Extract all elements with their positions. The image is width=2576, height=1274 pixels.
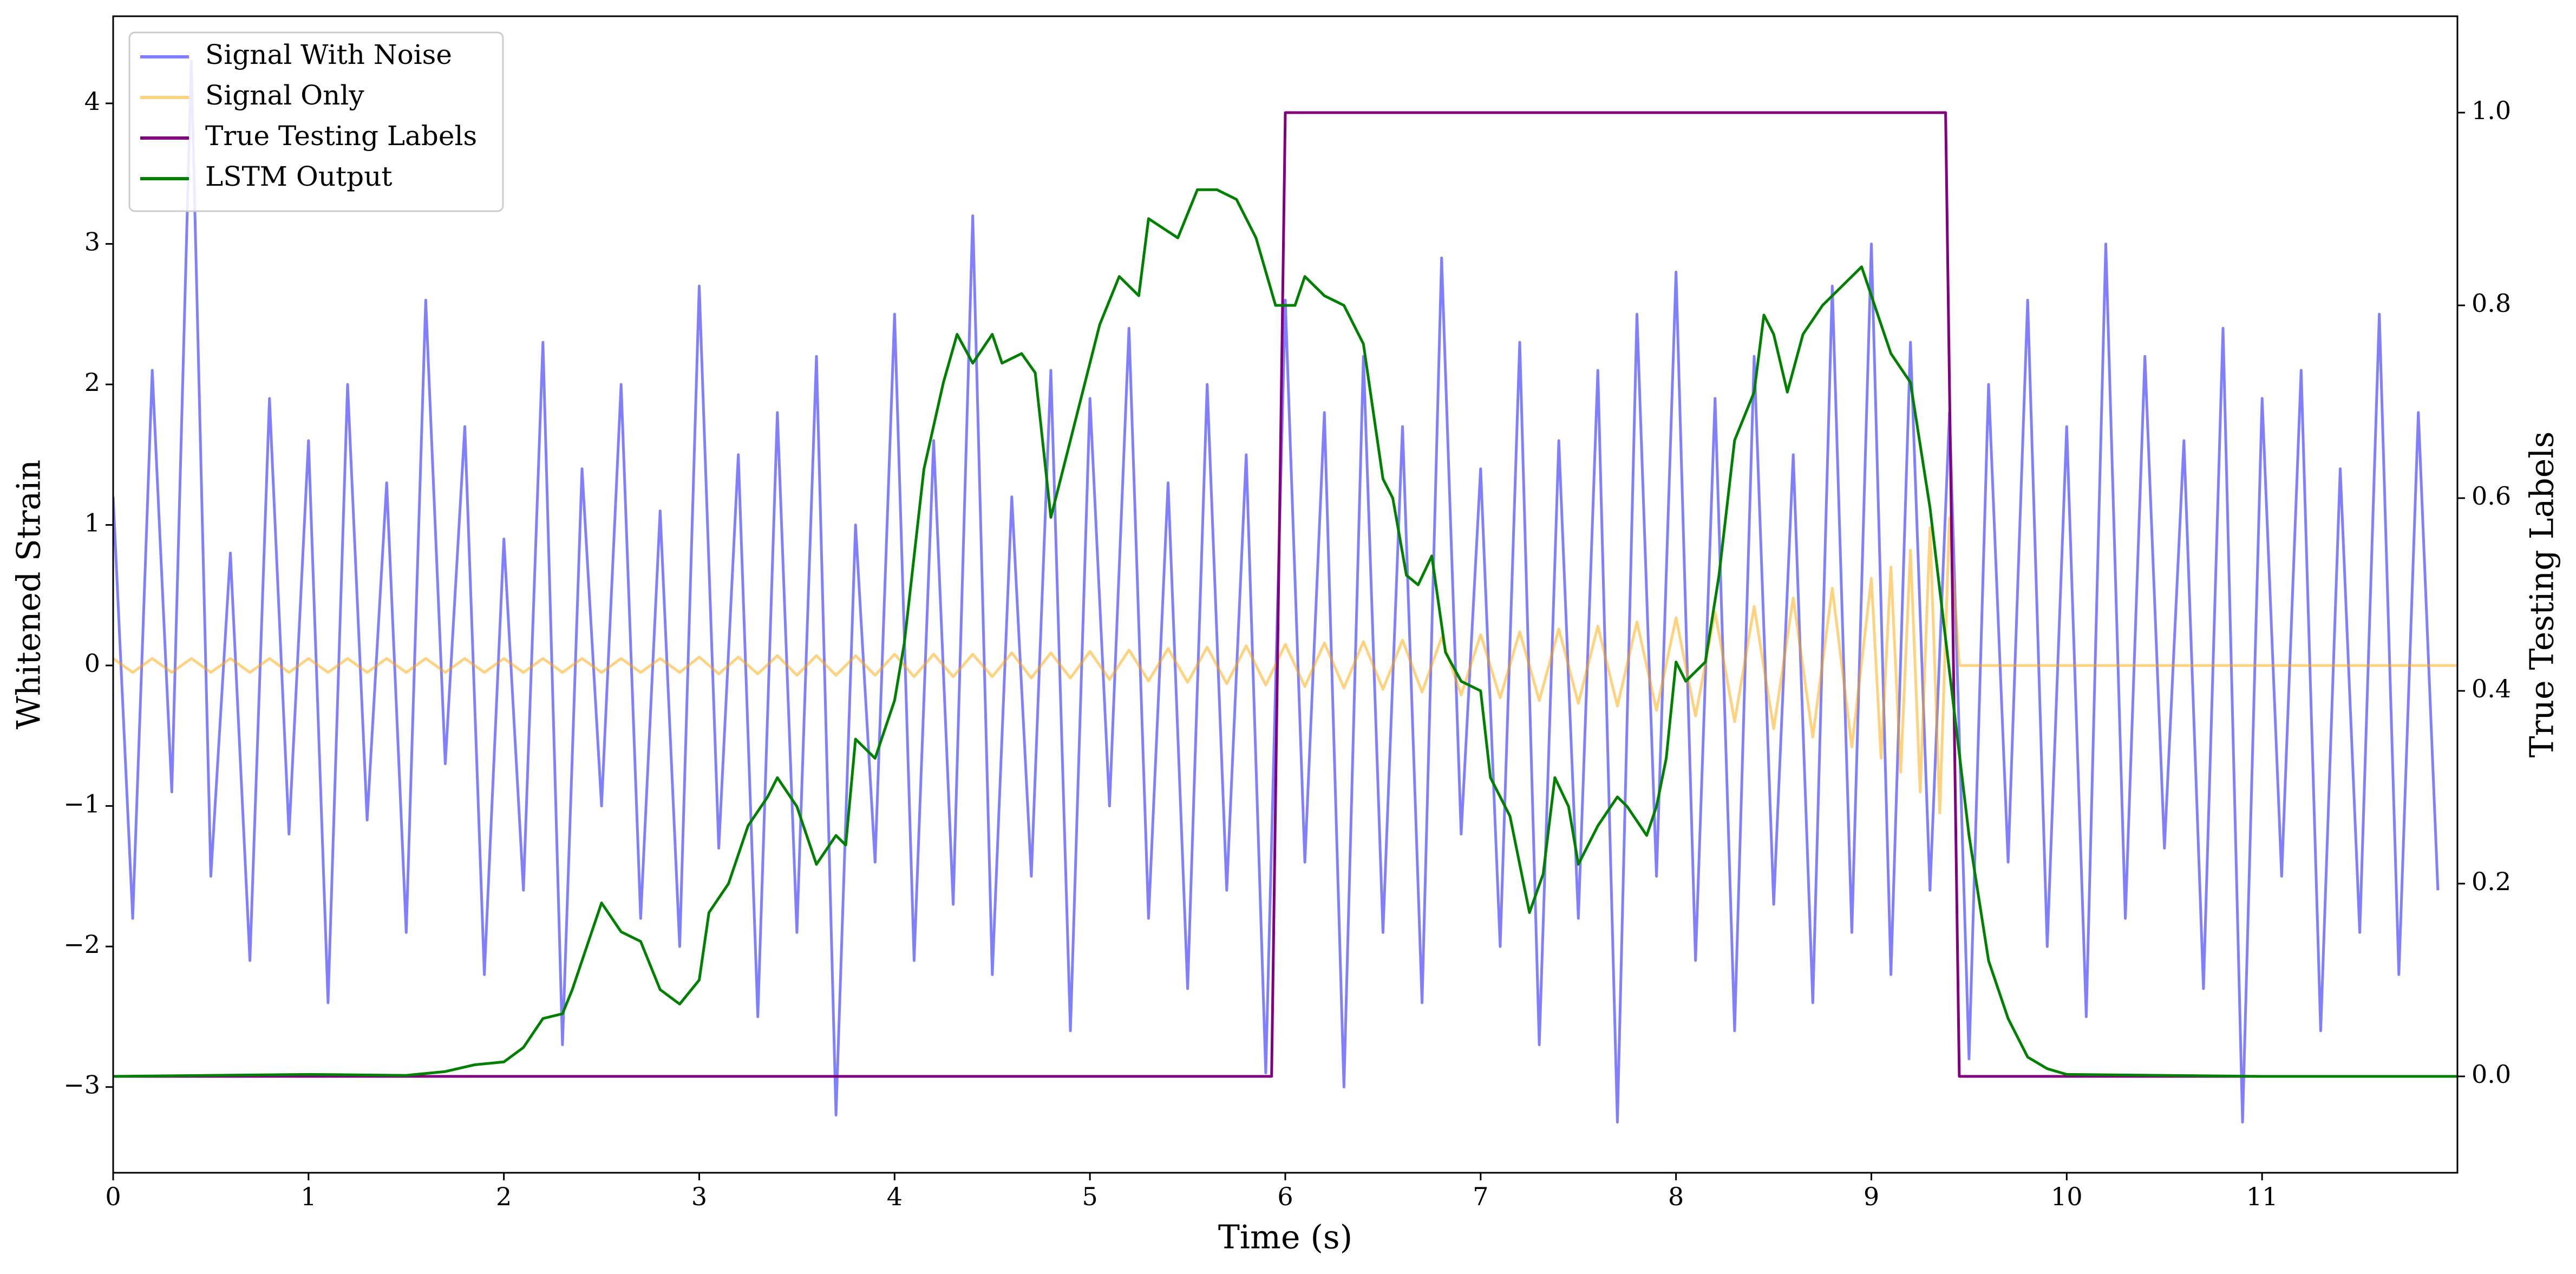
legend-label: Signal With Noise [205,39,452,70]
y-tick-label: 2 [84,368,100,397]
x-tick-label: 5 [1082,1182,1098,1211]
x-tick-label: 7 [1473,1182,1488,1211]
y-tick-label: 4 [84,87,100,116]
x-axis-label: Time (s) [1218,1219,1352,1257]
legend-label: LSTM Output [205,161,392,192]
x-tick-label: 10 [2051,1182,2083,1211]
y2-tick-label: 0.6 [2472,481,2511,511]
x-tick-label: 2 [496,1182,512,1211]
y2-tick-label: 0.8 [2472,289,2511,318]
x-tick-label: 8 [1668,1182,1684,1211]
y2-tick-label: 0.4 [2472,674,2511,703]
plot-area [113,60,2457,1124]
series-line [113,60,2440,1124]
x-tick-label: 1 [300,1182,316,1211]
y-tick-label: 3 [84,227,100,256]
y-tick-label: −2 [63,930,100,959]
series-line [113,111,2457,1078]
legend: Signal With Noise Signal Only True Testing… [128,31,504,212]
legend-label: True Testing Labels [205,120,477,152]
y-axis-label: Whitened Strain [10,460,48,729]
y-tick-label: 0 [84,649,100,678]
y2-tick-label: 1.0 [2472,96,2511,125]
x-tick-label: 11 [2246,1182,2278,1211]
y-tick-label: −3 [63,1070,100,1100]
x-tick-label: 6 [1277,1182,1293,1211]
series-line [113,188,2457,1078]
x-tick-label: 0 [105,1182,121,1211]
x-tick-label: 9 [1864,1182,1879,1211]
y2-tick-label: 0.0 [2472,1060,2511,1089]
y2-tick-label: 0.2 [2472,867,2511,896]
series-line [113,517,2457,815]
legend-box [128,31,504,212]
y2-axis-label: True Testing Labels [2523,432,2561,758]
x-tick-label: 3 [691,1182,707,1211]
y-tick-label: −1 [63,789,100,819]
y-tick-label: 1 [84,508,100,538]
x-tick-label: 4 [887,1182,903,1211]
legend-label: Signal Only [205,80,364,111]
